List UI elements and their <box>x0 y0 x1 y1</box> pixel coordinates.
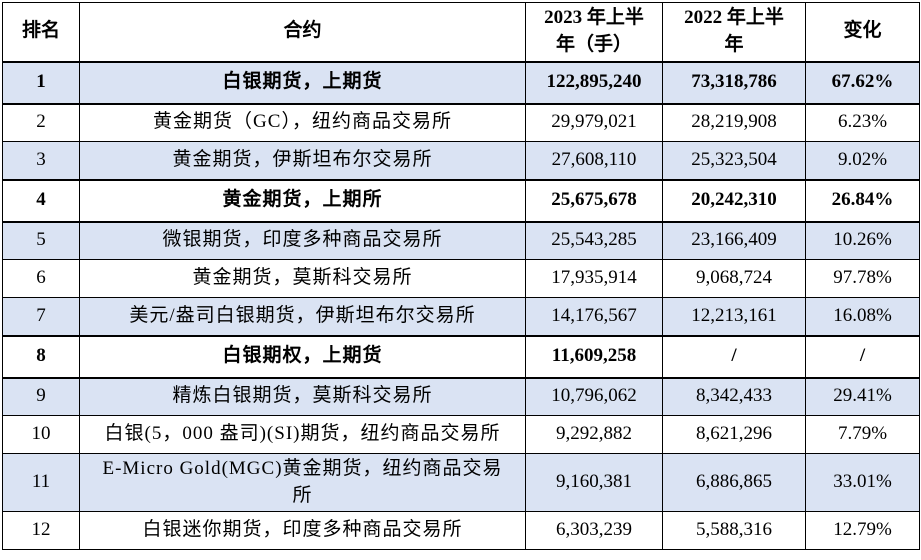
cell-contract: E-Micro Gold(MGC)黄金期货，纽约商品交易 所 <box>79 452 526 513</box>
cell-contract: 精炼白银期货，莫斯科交易所 <box>79 377 526 416</box>
cell-change: / <box>805 334 920 379</box>
cell-change: 9.02% <box>805 141 920 180</box>
cell-change: 6.23% <box>805 103 920 142</box>
table-row: 4 黄金期货，上期所 25,675,678 20,242,310 26.84% <box>2 178 920 223</box>
cell-2023-h1: 9,160,381 <box>525 452 663 513</box>
cell-contract: 黄金期货，莫斯科交易所 <box>79 259 526 298</box>
table-row: 8 白银期权，上期货 11,609,258// <box>2 334 920 379</box>
cell-2023-h1: 25,675,678 <box>525 178 663 223</box>
cell-2022-h1: 12,213,161 <box>662 297 806 336</box>
cell-2022-h1: 28,219,908 <box>662 103 806 142</box>
cell-rank: 5 <box>2 221 80 260</box>
cell-change: 10.26% <box>805 221 920 260</box>
cell-rank: 9 <box>2 377 80 416</box>
cell-contract: 白银期权，上期货 <box>79 334 526 379</box>
table-body: 1 白银期货，上期货 122,895,240 73,318,786 67.62% 2 黄金期… <box>2 60 920 551</box>
cell-2022-h1: 8,621,296 <box>662 415 806 454</box>
cell-rank: 2 <box>2 103 80 142</box>
column-header-2022-h1: 2022 年上半 年 <box>662 2 806 62</box>
cell-change: 26.84% <box>805 178 920 223</box>
cell-2023-h1: 10,796,062 <box>525 377 663 416</box>
cell-2022-h1: 23,166,409 <box>662 221 806 260</box>
cell-2023-h1: 17,935,914 <box>525 259 663 298</box>
table-row: 7 美元/盎司白银期货，伊斯坦布尔交易所 14,176,567 12,213,161 1… <box>2 297 920 336</box>
table-header: 排名 合约 2023 年上半 年（手） 2022 年上半 年 变化 <box>2 2 920 62</box>
cell-2022-h1: 6,886,865 <box>662 452 806 513</box>
cell-change: 33.01% <box>805 452 920 513</box>
table-row: 12 白银迷你期货，印度多种商品交易所 6,303,239 5,588,316 12.7… <box>2 511 920 551</box>
cell-contract: 黄金期货（GC），纽约商品交易所 <box>79 103 526 142</box>
cell-change: 12.79% <box>805 511 920 551</box>
cell-contract: 美元/盎司白银期货，伊斯坦布尔交易所 <box>79 297 526 336</box>
column-header-contract: 合约 <box>79 2 526 62</box>
cell-rank: 3 <box>2 141 80 180</box>
table-row: 11 E-Micro Gold(MGC)黄金期货，纽约商品交易 所 9,160,38… <box>2 452 920 513</box>
cell-change: 67.62% <box>805 60 920 105</box>
cell-rank: 6 <box>2 259 80 298</box>
column-header-2023-h1: 2023 年上半 年（手） <box>525 2 663 62</box>
cell-change: 29.41% <box>805 377 920 416</box>
cell-2023-h1: 6,303,239 <box>525 511 663 551</box>
cell-2022-h1: 8,342,433 <box>662 377 806 416</box>
table-row: 2 黄金期货（GC），纽约商品交易所 29,979,021 28,219,908 6.2… <box>2 103 920 142</box>
cell-2022-h1: 25,323,504 <box>662 141 806 180</box>
cell-2022-h1: 9,068,724 <box>662 259 806 298</box>
table-row: 1 白银期货，上期货 122,895,240 73,318,786 67.62% <box>2 60 920 105</box>
cell-contract: 白银期货，上期货 <box>79 60 526 105</box>
cell-contract: 黄金期货，伊斯坦布尔交易所 <box>79 141 526 180</box>
cell-contract: 黄金期货，上期所 <box>79 178 526 223</box>
table-row: 10 白银(5，000 盎司)(SI)期货，纽约商品交易所 9,292,882 8,6… <box>2 415 920 454</box>
cell-2023-h1: 9,292,882 <box>525 415 663 454</box>
cell-2023-h1: 14,176,567 <box>525 297 663 336</box>
cell-2022-h1: / <box>662 334 806 379</box>
column-header-change: 变化 <box>805 2 920 62</box>
table-row: 3 黄金期货，伊斯坦布尔交易所 27,608,110 25,323,504 9.02% <box>2 141 920 180</box>
cell-rank: 12 <box>2 511 80 551</box>
cell-2023-h1: 27,608,110 <box>525 141 663 180</box>
cell-2023-h1: 11,609,258 <box>525 334 663 379</box>
cell-2022-h1: 20,242,310 <box>662 178 806 223</box>
cell-change: 7.79% <box>805 415 920 454</box>
cell-2022-h1: 73,318,786 <box>662 60 806 105</box>
cell-2023-h1: 25,543,285 <box>525 221 663 260</box>
cell-2022-h1: 5,588,316 <box>662 511 806 551</box>
cell-2023-h1: 29,979,021 <box>525 103 663 142</box>
cell-contract: 白银(5，000 盎司)(SI)期货，纽约商品交易所 <box>79 415 526 454</box>
futures-ranking-table: 排名 合约 2023 年上半 年（手） 2022 年上半 年 变化 1 白银期货，… <box>2 2 920 551</box>
cell-change: 16.08% <box>805 297 920 336</box>
cell-rank: 1 <box>2 60 80 105</box>
cell-rank: 7 <box>2 297 80 336</box>
cell-2023-h1: 122,895,240 <box>525 60 663 105</box>
table-row: 9 精炼白银期货，莫斯科交易所 10,796,062 8,342,433 29.41% <box>2 377 920 416</box>
column-header-rank: 排名 <box>2 2 80 62</box>
table-row: 5 微银期货，印度多种商品交易所 25,543,285 23,166,409 10.26… <box>2 221 920 260</box>
cell-rank: 4 <box>2 178 80 223</box>
table-row: 6 黄金期货，莫斯科交易所 17,935,914 9,068,724 97.78% <box>2 259 920 298</box>
cell-contract: 微银期货，印度多种商品交易所 <box>79 221 526 260</box>
cell-rank: 11 <box>2 452 80 513</box>
cell-rank: 8 <box>2 334 80 379</box>
cell-contract: 白银迷你期货，印度多种商品交易所 <box>79 511 526 551</box>
header-row: 排名 合约 2023 年上半 年（手） 2022 年上半 年 变化 <box>2 2 920 62</box>
cell-rank: 10 <box>2 415 80 454</box>
cell-change: 97.78% <box>805 259 920 298</box>
